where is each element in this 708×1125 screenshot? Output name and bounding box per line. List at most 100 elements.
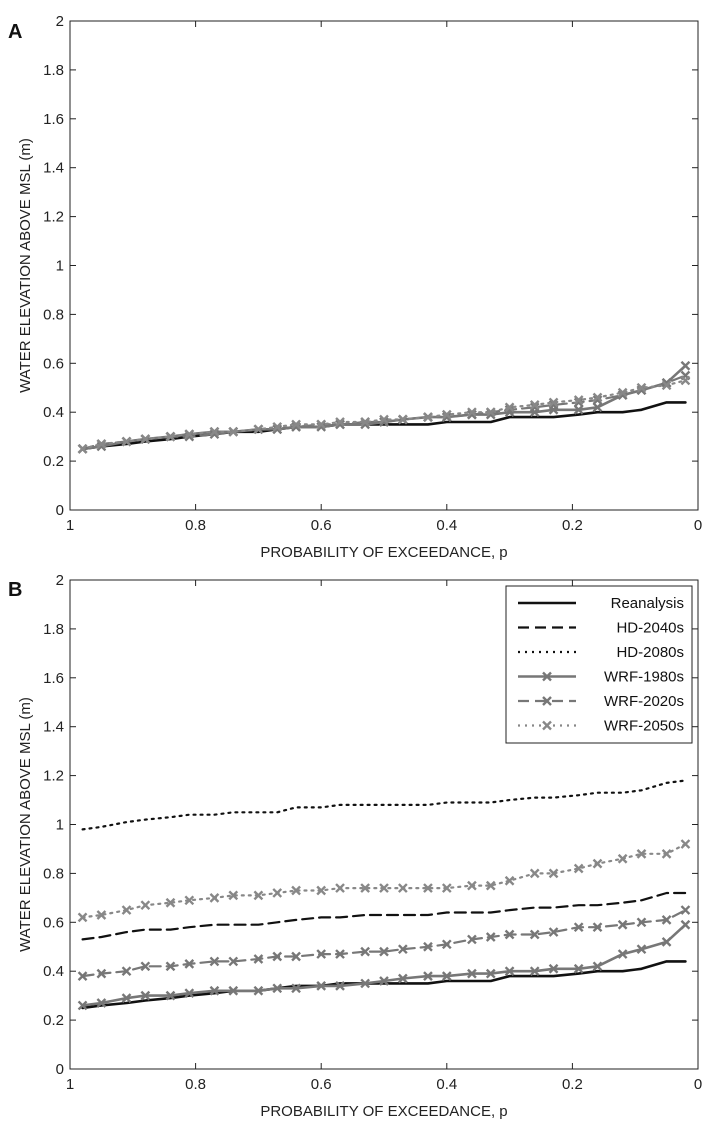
y-tick-label: 2	[56, 13, 64, 30]
marker-stroke	[636, 917, 647, 928]
data-point	[360, 978, 371, 989]
data-point	[661, 937, 672, 947]
data-point	[253, 890, 264, 901]
y-axis-label: WATER ELEVATION ABOVE MSL (m)	[17, 697, 34, 952]
data-point	[77, 444, 88, 454]
data-point	[617, 853, 628, 864]
y-tick-label: 0.6	[43, 355, 64, 372]
data-point	[96, 998, 107, 1008]
y-tick-label: 1.2	[43, 209, 64, 226]
marker-stroke	[121, 905, 132, 915]
marker-stroke	[680, 905, 691, 915]
data-point	[96, 968, 107, 979]
data-point	[573, 395, 584, 405]
marker-stroke	[291, 885, 301, 896]
data-point	[96, 439, 107, 449]
data-point	[228, 985, 239, 996]
data-point	[165, 431, 176, 442]
data-point	[360, 946, 371, 957]
data-point	[485, 932, 496, 942]
data-point	[592, 858, 603, 869]
data-point	[548, 963, 559, 974]
data-point	[467, 407, 477, 418]
marker-stroke	[209, 985, 220, 996]
data-point	[121, 905, 132, 915]
data-point	[529, 966, 540, 977]
data-point	[397, 973, 408, 984]
data-point	[680, 839, 691, 849]
marker-stroke	[680, 360, 691, 371]
marker-stroke	[272, 888, 283, 898]
marker-stroke	[397, 414, 408, 425]
series-line	[81, 779, 687, 831]
data-point	[397, 944, 408, 955]
data-point	[165, 990, 176, 1001]
marker-stroke	[96, 910, 107, 920]
marker-stroke	[617, 949, 628, 959]
y-tick-label: 1	[56, 258, 64, 275]
marker-stroke	[485, 968, 496, 979]
data-point	[573, 922, 584, 933]
y-tick-label: 1	[56, 817, 64, 834]
x-axis-label: PROBABILITY OF EXCEEDANCE, p	[260, 544, 507, 561]
marker-stroke	[96, 998, 107, 1008]
marker-stroke	[379, 883, 389, 893]
data-point	[96, 910, 107, 920]
data-point	[636, 917, 647, 928]
data-point	[592, 961, 603, 972]
data-point	[379, 883, 389, 893]
marker-stroke	[77, 1000, 88, 1011]
data-point	[184, 429, 195, 440]
marker-stroke	[661, 848, 672, 859]
marker-stroke	[441, 412, 452, 422]
marker-stroke	[140, 990, 151, 1001]
data-point	[209, 893, 220, 903]
data-point	[573, 963, 584, 974]
data-point	[504, 929, 515, 940]
data-point	[441, 409, 452, 420]
legend-box	[505, 585, 693, 744]
y-tick-label: 0.6	[43, 914, 64, 931]
marker-stroke	[335, 949, 345, 959]
marker-stroke	[121, 966, 132, 977]
marker-stroke	[360, 946, 371, 957]
marker-stroke	[504, 404, 515, 415]
series-wrf-2020s	[77, 905, 691, 981]
x-tick-label: 0.8	[185, 1076, 206, 1093]
marker-stroke	[573, 397, 584, 408]
marker-stroke	[360, 978, 371, 989]
data-point	[423, 941, 433, 952]
marker-stroke	[184, 429, 195, 440]
marker-stroke	[592, 392, 603, 403]
marker-stroke	[335, 417, 345, 427]
marker-stroke	[548, 397, 559, 408]
series-line	[81, 891, 687, 941]
legend-marker	[542, 720, 552, 731]
marker-stroke	[253, 985, 264, 996]
data-point	[272, 983, 283, 994]
marker-stroke	[636, 382, 647, 393]
data-point	[548, 927, 559, 937]
x-tick-label: 0.4	[436, 1076, 457, 1093]
y-tick-label: 1.8	[43, 621, 64, 638]
marker-stroke	[209, 426, 220, 437]
marker-stroke	[291, 419, 301, 430]
data-point	[291, 983, 301, 994]
data-point	[165, 961, 176, 972]
marker-stroke	[316, 949, 327, 959]
y-tick-label: 1.8	[43, 62, 64, 79]
data-point	[253, 424, 264, 435]
data-point	[335, 981, 345, 991]
y-tick-label: 0.2	[43, 453, 64, 470]
data-point	[335, 949, 345, 959]
marker-stroke	[680, 839, 691, 849]
data-point	[335, 417, 345, 427]
marker-stroke	[504, 929, 515, 940]
data-point	[316, 885, 327, 896]
marker-stroke	[661, 937, 672, 947]
y-tick-label: 2	[56, 572, 64, 589]
marker-stroke	[379, 976, 389, 986]
data-point	[121, 966, 132, 977]
data-point	[680, 919, 691, 930]
